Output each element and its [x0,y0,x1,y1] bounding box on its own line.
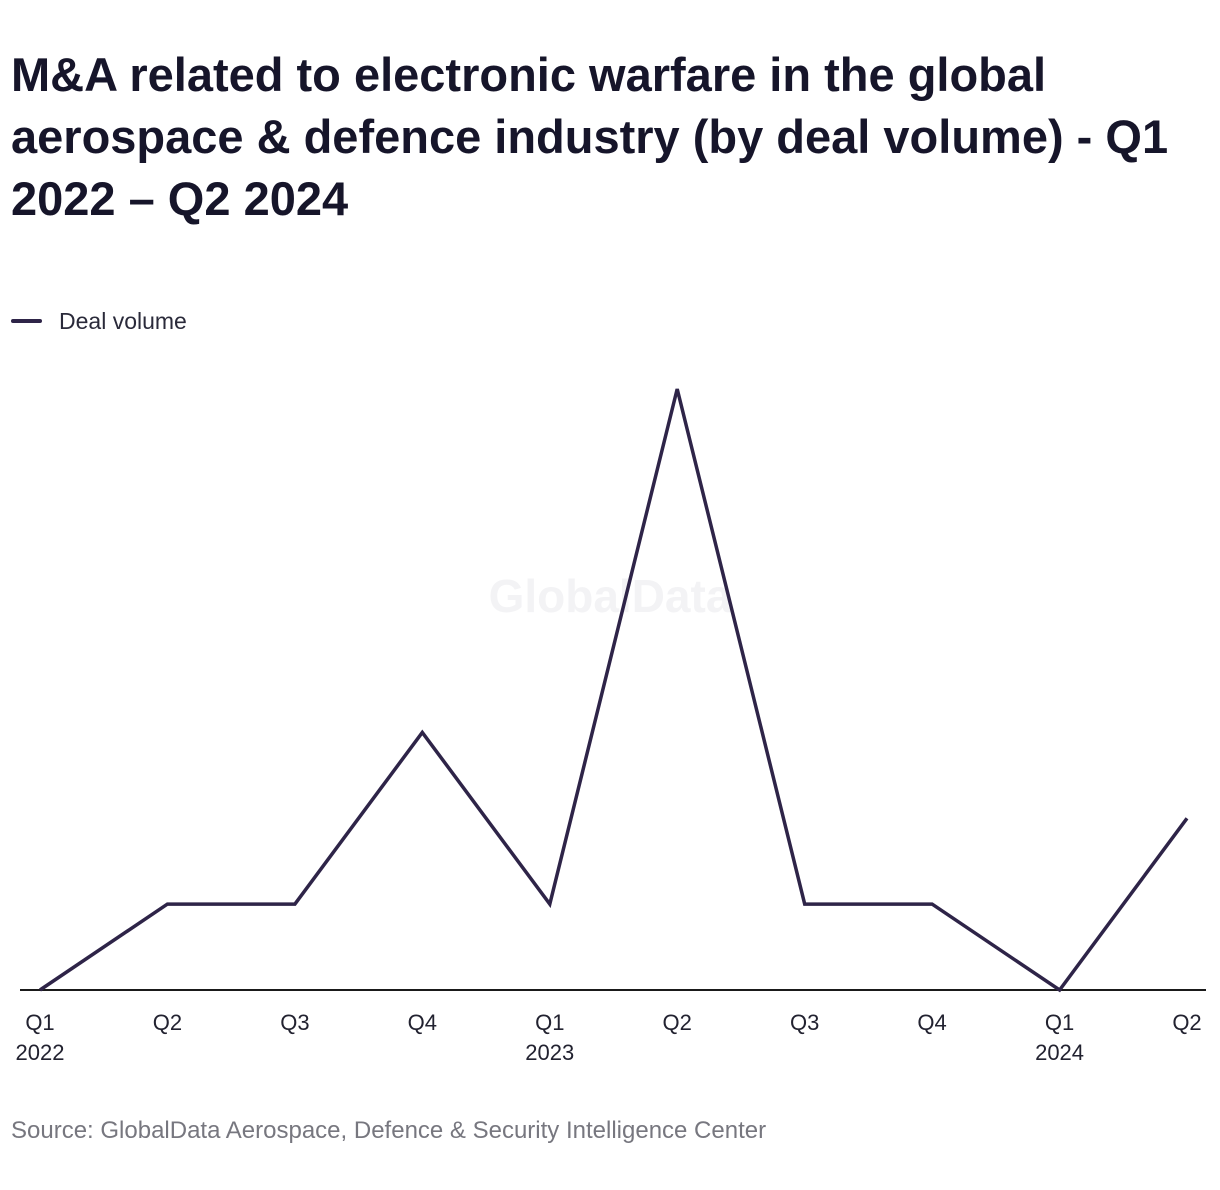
x-tick-label: Q1 [25,1010,54,1035]
x-year-label: 2024 [1035,1040,1084,1065]
x-tick-label: Q3 [790,1010,819,1035]
x-tick-label: Q2 [153,1010,182,1035]
legend: Deal volume [11,306,187,336]
x-tick-label: Q4 [917,1010,946,1035]
series-line-0 [39,388,1189,993]
source-note: Source: GlobalData Aerospace, Defence & … [11,1117,767,1144]
x-tick-label: Q4 [408,1010,437,1035]
x-tick-label: Q2 [663,1010,692,1035]
plot-area: Q1 2022 Q2 Q3 Q4 Q1 2023 Q2 Q3 Q4 Q1 2024 Q2 [16,388,1206,1065]
legend-label: Deal volume [59,307,187,334]
legend-swatch [11,319,42,323]
x-tick-label: Q3 [280,1010,309,1035]
x-year-label: 2022 [16,1040,65,1065]
x-tick-label: Q1 [1045,1010,1074,1035]
x-tick-label: Q1 [535,1010,564,1035]
x-year-label: 2023 [525,1040,574,1065]
line-chart: GlobalData Q1 2022 Q2 Q3 Q4 Q1 2023 Q2 Q3 Q4 Q1 202… [16,388,1206,1065]
chart-title: M&A related to electronic warfare in the… [11,48,1169,225]
watermark: GlobalData [489,570,732,622]
x-tick-label: Q2 [1172,1010,1201,1035]
